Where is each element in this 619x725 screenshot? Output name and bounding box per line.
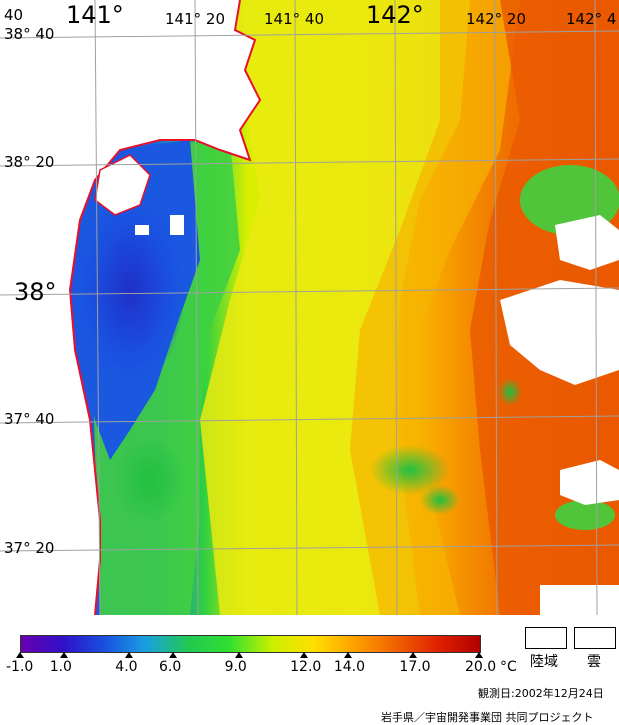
- lat-label-38-20: 38° 20: [4, 153, 55, 171]
- tick-mark: [59, 652, 68, 658]
- tick-label: 12.0: [290, 659, 322, 675]
- green-patch-4: [498, 378, 522, 406]
- cloud-key-label: 雲: [587, 654, 601, 670]
- land-mainland: [0, 0, 260, 615]
- cloud-patch-se: [560, 460, 619, 505]
- tick-label: -1.0: [6, 659, 34, 675]
- tick-label: 1.0: [49, 659, 72, 675]
- lon-label-141-20: 141° 20: [165, 10, 225, 28]
- cloud-patch-east-1: [555, 215, 619, 270]
- land-key-box: [525, 627, 567, 649]
- green-patch-1: [115, 435, 185, 525]
- temperature-legend: -1.0 1.0 4.0 6.0 9.0 12.0 14.0 17.0 20.0 °C 陸域 雲…: [0, 615, 619, 725]
- sea-surface-temperature-map: 40 141° 141° 20 141° 40 142° 142° 20 142…: [0, 0, 619, 615]
- temperature-color-bar: [20, 635, 481, 653]
- graticule: [0, 0, 619, 615]
- tick-mark: [475, 652, 483, 658]
- lon-label-142: 142°: [366, 1, 424, 29]
- tick-label: 14.0: [333, 659, 366, 675]
- land-key-label: 陸域: [530, 654, 558, 670]
- tick-mark: [343, 652, 352, 658]
- green-patch-se: [555, 500, 615, 530]
- lon-label-142-right-edge: 142° 4: [566, 10, 617, 28]
- lat-label-38: 38°: [14, 278, 57, 306]
- green-patch-3: [420, 485, 460, 515]
- lon-label-142-20: 142° 20: [466, 10, 526, 28]
- lon-label-141-40: 141° 40: [264, 10, 324, 28]
- tick-mark: [300, 652, 309, 658]
- tick-mark: [125, 652, 134, 658]
- cloud-patch-small-2: [135, 225, 149, 235]
- green-patch-2: [370, 445, 450, 495]
- observation-date: 観測日:2002年12月24日: [478, 687, 604, 700]
- cloud-patch-bottom: [540, 585, 619, 615]
- bay-land: [94, 154, 151, 216]
- credit-text: 岩手県／宇宙開発事業団 共同プロジェクト: [381, 711, 594, 724]
- blue-core: [75, 195, 185, 385]
- sea-yellow-band: [200, 0, 470, 615]
- tick-label: 17.0: [399, 659, 431, 675]
- lat-label-37-40: 37° 40: [4, 410, 55, 428]
- tick-mark: [169, 652, 177, 658]
- lat-label-37-20: 37° 20: [4, 539, 55, 557]
- unit-label: °C: [500, 659, 517, 675]
- lon-label-141: 141°: [66, 1, 124, 29]
- lat-label-38-40: 38° 40: [4, 25, 55, 43]
- tick-label: 9.0: [224, 659, 247, 675]
- tick-label: 6.0: [159, 659, 182, 675]
- tick-mark: [409, 652, 418, 658]
- tick-label: 20.0: [465, 659, 497, 675]
- tick-mark: [16, 652, 24, 658]
- coastline: [68, 0, 262, 615]
- lon-label-left-edge: 40: [4, 6, 24, 24]
- cloud-key-box: [574, 627, 616, 649]
- tick-label: 4.0: [115, 659, 138, 675]
- map-canvas: [0, 0, 619, 615]
- cloud-patch-small-1: [170, 215, 184, 235]
- cloud-patch-east-2: [500, 280, 619, 385]
- tick-mark: [234, 652, 243, 658]
